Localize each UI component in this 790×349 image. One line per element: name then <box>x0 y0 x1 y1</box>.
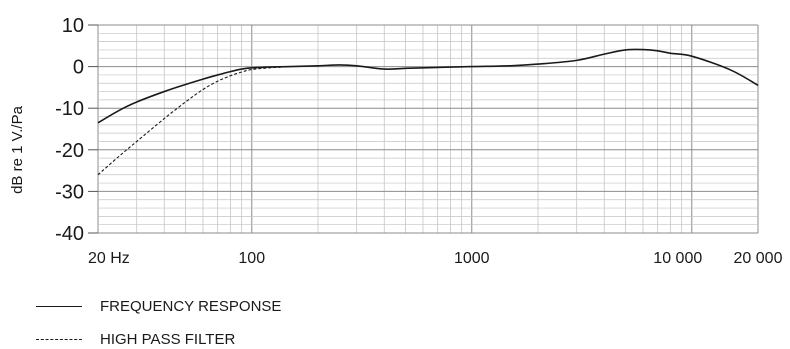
legend-label: HIGH PASS FILTER <box>100 331 236 348</box>
legend-item-high-pass-filter: HIGH PASS FILTER <box>36 331 235 348</box>
y-tick-label: -30 <box>55 181 84 203</box>
x-axis-ticks: 20 Hz 100 1000 10 000 20 000 <box>88 250 783 267</box>
high-pass-filter-line <box>97 66 291 176</box>
x-tick-label: 1000 <box>454 250 490 267</box>
legend-label: FREQUENCY RESPONSE <box>100 298 282 315</box>
y-axis-ticks: 10 0 -10 -20 -30 -40 <box>55 15 98 245</box>
y-tick-label: -10 <box>55 98 84 120</box>
chart-grid <box>97 24 759 234</box>
y-tick-label: -20 <box>55 140 84 162</box>
y-tick-label: 0 <box>73 57 84 79</box>
frequency-response-chart: 100-10-20-30-40 20 Hz 100 1000 10 000 20 000… <box>9 15 783 267</box>
chart-series-layer <box>97 48 759 176</box>
y-tick-label: 10 <box>62 15 84 37</box>
legend-dashed-line-swatch <box>36 339 82 340</box>
x-tick-label: 20 000 <box>734 250 783 267</box>
x-tick-label: 20 Hz <box>88 250 130 267</box>
y-axis-label: dB re 1 V./Pa <box>9 105 26 193</box>
legend-solid-line-swatch <box>36 306 82 307</box>
y-tick-label: -40 <box>55 223 84 245</box>
legend-item-frequency-response: FREQUENCY RESPONSE <box>36 298 281 315</box>
x-tick-label: 10 000 <box>653 250 702 267</box>
x-tick-label: 100 <box>238 250 265 267</box>
frequency-response-line <box>97 48 759 124</box>
